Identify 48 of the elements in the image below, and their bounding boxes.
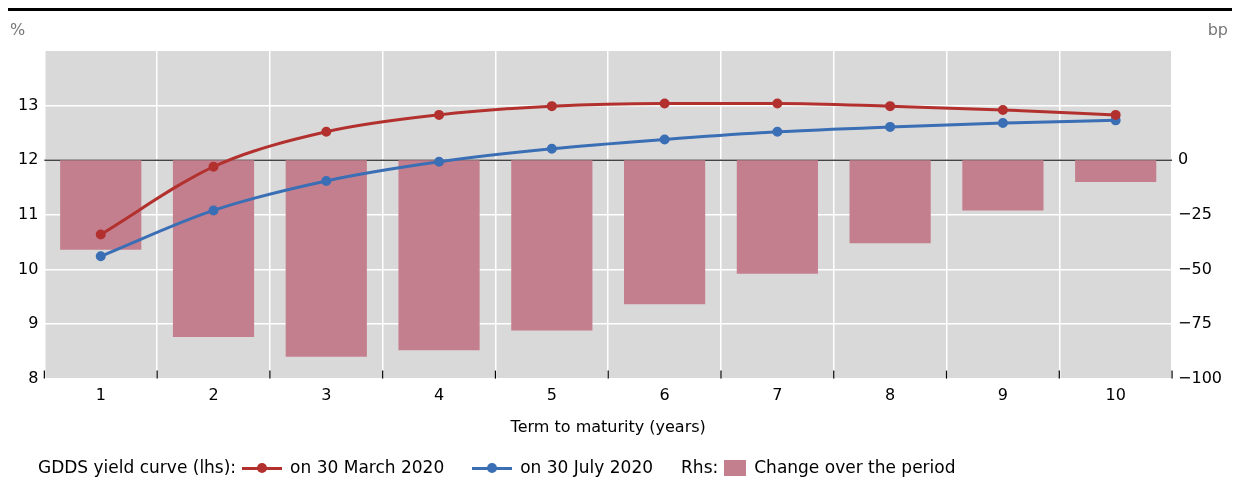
point bbox=[772, 126, 783, 137]
point bbox=[434, 156, 445, 167]
point bbox=[1110, 109, 1121, 120]
x-tick-label: 8 bbox=[885, 385, 896, 405]
y-tick-label: 13 bbox=[18, 94, 39, 114]
point bbox=[95, 229, 106, 240]
point bbox=[208, 161, 219, 172]
y-tick-label: 12 bbox=[18, 149, 39, 169]
x-tick-label: 7 bbox=[772, 385, 783, 405]
text: Rhs: bbox=[681, 457, 719, 477]
point bbox=[997, 104, 1008, 115]
y-tick-label: 10 bbox=[18, 258, 39, 278]
y-tick-label: 9 bbox=[28, 313, 39, 333]
point bbox=[885, 101, 896, 112]
point bbox=[885, 121, 896, 132]
y2-tick-label: −75 bbox=[1178, 313, 1212, 333]
point bbox=[659, 134, 670, 145]
point bbox=[321, 126, 332, 137]
y2-tick-label: 0 bbox=[1178, 149, 1189, 169]
x-tick-label: 1 bbox=[95, 385, 106, 405]
point bbox=[321, 175, 332, 186]
x-tick-label: 5 bbox=[546, 385, 557, 405]
x-tick-label: 3 bbox=[321, 385, 332, 405]
x-axis-title: Term to maturity (years) bbox=[509, 416, 706, 436]
legend-label: on 30 July 2020 bbox=[520, 457, 654, 477]
point bbox=[434, 109, 445, 120]
legend-label: Change over the period bbox=[754, 457, 956, 477]
x-tick-label: 10 bbox=[1105, 385, 1126, 405]
point bbox=[772, 98, 783, 109]
point bbox=[208, 205, 219, 216]
y-tick-label: 11 bbox=[18, 203, 39, 223]
point bbox=[546, 143, 557, 154]
point bbox=[997, 118, 1008, 129]
y2-tick-label: −100 bbox=[1178, 367, 1223, 387]
x-tick-label: 4 bbox=[433, 385, 445, 405]
point bbox=[95, 251, 106, 262]
x-tick-label: 2 bbox=[208, 385, 219, 405]
x-tick-label: 6 bbox=[659, 385, 670, 405]
y-axis-title: % bbox=[10, 20, 26, 40]
y2-tick-label: −25 bbox=[1178, 203, 1212, 223]
point bbox=[546, 101, 557, 112]
legend-label: on 30 March 2020 bbox=[290, 457, 445, 477]
text: GDDS yield curve (lhs): bbox=[38, 457, 237, 477]
point bbox=[659, 98, 670, 109]
y2-tick-label: −50 bbox=[1178, 258, 1212, 278]
x-tick-label: 9 bbox=[997, 385, 1008, 405]
y2-axis-title: bp bbox=[1207, 20, 1228, 40]
y-tick-label: 8 bbox=[28, 367, 39, 387]
